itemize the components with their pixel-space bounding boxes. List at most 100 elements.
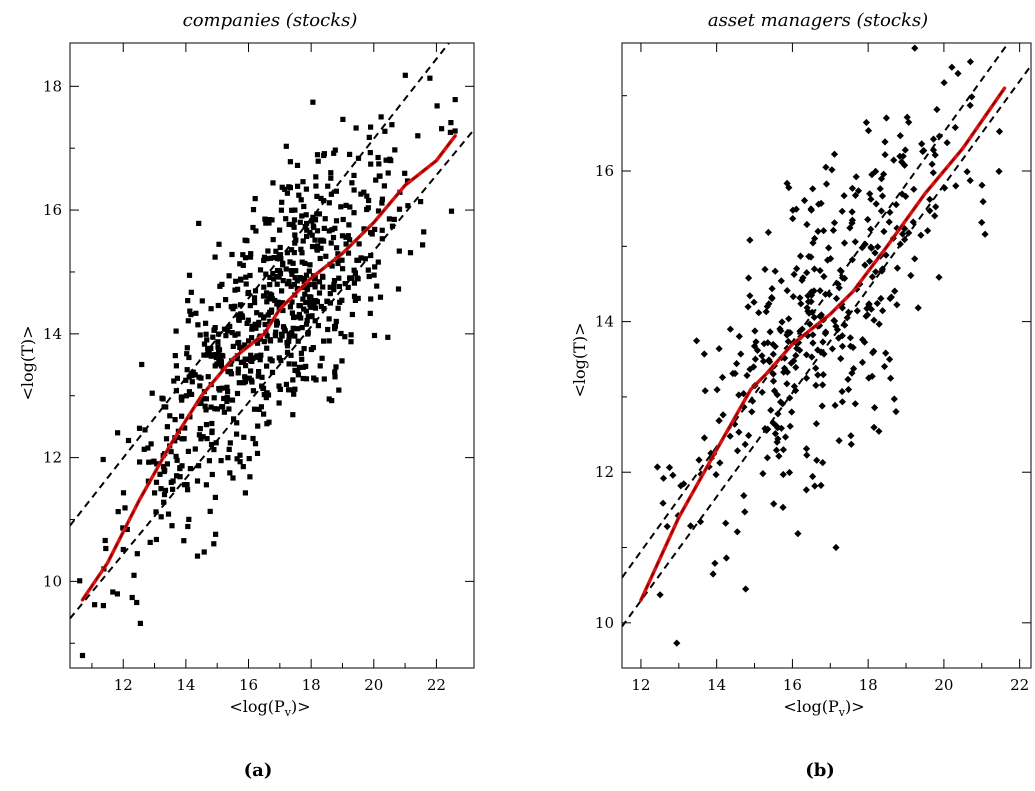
panel-a-data-point: [227, 323, 233, 329]
panel-b-data-point: [779, 446, 787, 454]
panel-b-data-point: [924, 227, 932, 235]
panel-a-data-point: [266, 220, 272, 226]
panel-a-data-point: [306, 299, 313, 305]
panel-a-data-point: [274, 281, 280, 287]
panel-b-data-point: [783, 368, 791, 376]
panel-a-data-point: [290, 325, 296, 331]
panel-a-data-point: [242, 490, 248, 496]
panel-b-data-point: [963, 168, 971, 176]
panel-a-data-point: [264, 299, 270, 305]
panel-b-data-point: [866, 190, 874, 198]
panel-a-data-point: [199, 298, 205, 304]
panel-a-data-point: [286, 334, 292, 340]
panel-a-data-point: [290, 222, 296, 228]
panel-a-data-point: [277, 244, 283, 251]
panel-b-data-point: [880, 227, 888, 236]
panel-a-y-tick-label: 18: [43, 77, 62, 95]
panel-a-data-point: [247, 474, 253, 480]
panel-b-data-point: [819, 371, 827, 379]
panel-a-data-point: [358, 191, 364, 197]
panel-a-data-point: [320, 284, 326, 290]
panel-b-data-point: [709, 570, 717, 578]
panel-a-data-point: [315, 243, 321, 249]
panel-a-data-point: [287, 304, 293, 310]
panel-b-data-point: [847, 342, 855, 350]
panel-a-data-point: [303, 299, 309, 306]
panel-a-data-point: [230, 306, 236, 312]
panel-a-data-point: [270, 270, 276, 277]
panel-b-data-point: [673, 639, 681, 647]
panel-a-data-point: [225, 388, 231, 395]
panel-a-data-point: [404, 178, 411, 184]
panel-a-data-point: [295, 372, 301, 378]
panel-a-data-point: [328, 240, 334, 246]
panel-a-data-point: [288, 268, 294, 274]
panel-b-data-point: [816, 287, 824, 295]
panel-a-data-point: [340, 266, 346, 272]
panel-a-data-point: [309, 218, 315, 224]
panel-a-data-point: [265, 248, 271, 254]
panel-a-data-point: [289, 299, 295, 305]
panel-a-data-point: [182, 425, 188, 431]
panel-a-data-point: [292, 232, 298, 238]
panel-a-data-point: [213, 531, 219, 537]
panel-a-data-point: [316, 290, 323, 296]
panel-a-data-point: [379, 236, 385, 242]
panel-a-data-point: [382, 128, 388, 134]
panel-b-data-point: [978, 218, 986, 227]
panel-b-data-point: [847, 432, 855, 440]
panel-a-data-point: [352, 297, 358, 303]
panel-b-data-point: [838, 387, 846, 396]
panel-a-data-point: [323, 253, 329, 259]
panel-a-data-point: [362, 256, 368, 262]
panel-b-data-point: [966, 101, 974, 109]
panel-a-data-point: [381, 183, 387, 189]
panel-b-data-point: [775, 452, 783, 460]
panel-b-data-point: [790, 270, 798, 278]
panel-a-data-point: [334, 245, 340, 251]
panel-a-data-point: [196, 463, 202, 469]
panel-b-fit-curve: [639, 86, 1007, 602]
panel-a-data-point: [137, 459, 143, 465]
panel-a-data-point: [151, 458, 157, 464]
panel-a-data-point: [246, 338, 252, 344]
panel-a-data-point: [269, 358, 275, 364]
panel-a-data-point: [232, 332, 238, 338]
panel-a-data-point: [298, 350, 304, 356]
panel-a-data-point: [248, 357, 254, 363]
panel-a-data-point: [234, 390, 241, 397]
panel-b-data-point: [853, 307, 861, 315]
panel-a-data-point: [345, 284, 351, 290]
panel-a-data-point: [294, 278, 300, 284]
panel-b-data-point: [918, 140, 926, 148]
panel-b-data-point: [793, 265, 801, 273]
panel-b-data-point: [812, 420, 820, 428]
panel-b-data-point: [743, 371, 751, 380]
panel-a-data-point: [146, 459, 152, 465]
panel-a-data-point: [189, 391, 195, 397]
panel-a-data-point: [238, 311, 244, 317]
panel-a-data-point: [351, 267, 357, 273]
panel-b-data-point: [712, 471, 720, 479]
panel-a-data-point: [184, 367, 190, 373]
panel-a-data-point: [331, 278, 338, 284]
panel-b-data-point: [851, 238, 859, 246]
panel-a-data-point: [254, 353, 260, 359]
panel-a-data-point: [160, 396, 166, 402]
panel-a-data-point: [287, 185, 293, 191]
panel-a-data-point: [268, 255, 274, 261]
panel-a-data-point: [291, 391, 297, 397]
panel-b-data-point: [807, 205, 815, 213]
panel-a-data-point: [102, 537, 108, 544]
panel-a-data-point: [332, 369, 338, 375]
panel-a-data-point: [261, 284, 267, 290]
panel-a-data-point: [92, 602, 98, 608]
panel-a-data-point: [245, 317, 251, 323]
panel-b-data-point: [784, 337, 792, 346]
panel-a-data-point: [207, 508, 213, 514]
panel-a-data-point: [197, 332, 203, 338]
panel-a-data-point: [288, 283, 294, 289]
panel-a-data-point: [183, 377, 189, 383]
panel-a-data-point: [392, 147, 398, 153]
panel-b-data-point: [740, 492, 748, 500]
